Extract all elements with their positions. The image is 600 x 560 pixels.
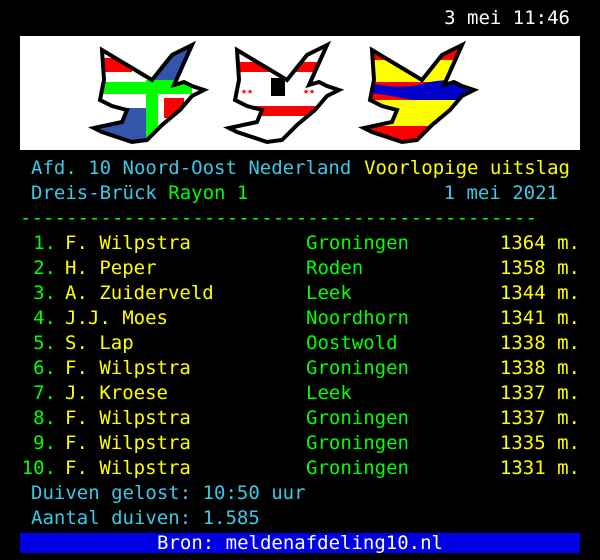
dove-friesland-flag-icon [362,43,476,144]
rank: 8. [33,407,56,429]
speed: 1364 m. [499,232,580,254]
rank: 2. [33,257,56,279]
race-location: Dreis-Brück [31,182,157,204]
speed: 1331 m. [499,457,580,479]
result-row: 7. J. Kroese Leek 1337 m. [0,381,600,406]
speed: 1338 m. [499,332,580,354]
dove-groningen-icon [92,43,206,144]
result-row: 9. F. Wilpstra Groningen 1335 m. [0,431,600,456]
dove-flags-logo-icon: ★★ ★★ [92,43,476,144]
status-label: Voorlopige uitslag [364,157,570,179]
rank: 10. [21,457,56,479]
speed: 1335 m. [499,432,580,454]
speed: 1358 m. [499,257,580,279]
place-name: Groningen [306,457,409,479]
fancier-name: F. Wilpstra [65,357,191,379]
bird-count: Aantal duiven: 1.585 [31,507,260,529]
dove-drenthe-icon: ★★ ★★ [227,43,341,144]
place-name: Groningen [306,432,409,454]
rank: 4. [33,307,56,329]
rank: 6. [33,357,56,379]
fancier-name: A. Zuiderveld [65,282,214,304]
place-name: Oostwold [306,332,398,354]
rank: 3. [33,282,56,304]
rank: 7. [33,382,56,404]
result-row: 1. F. Wilpstra Groningen 1364 m. [0,231,600,256]
result-row: 2. H. Peper Roden 1358 m. [0,256,600,281]
source-link[interactable]: Bron: meldenafdeling10.nl [157,532,443,554]
place-name: Groningen [306,357,409,379]
place-name: Leek [306,282,352,304]
svg-text:★★: ★★ [241,86,253,97]
rank: 5. [33,332,56,354]
result-row: 6. F. Wilpstra Groningen 1338 m. [0,356,600,381]
fancier-name: F. Wilpstra [65,432,191,454]
race-date: 1 mei 2021 [443,182,558,204]
place-name: Noordhorn [306,307,409,329]
place-name: Groningen [306,407,409,429]
svg-text:★★: ★★ [303,86,315,97]
rank: 1. [33,232,56,254]
race-title: Dreis-Brück Rayon 1 [31,181,248,206]
speed: 1337 m. [499,407,580,429]
dove-flags-banner: ★★ ★★ [20,36,580,150]
speed: 1337 m. [499,382,580,404]
fancier-name: S. Lap [65,332,134,354]
rayon-label: Rayon 1 [168,182,249,204]
result-row: 4. J.J. Moes Noordhorn 1341 m. [0,306,600,331]
result-row: 8. F. Wilpstra Groningen 1337 m. [0,406,600,431]
speed: 1344 m. [499,282,580,304]
fancier-name: H. Peper [65,257,157,279]
result-row: 5. S. Lap Oostwold 1338 m. [0,331,600,356]
result-row: 3. A. Zuiderveld Leek 1344 m. [0,281,600,306]
result-row: 10. F. Wilpstra Groningen 1331 m. [0,456,600,481]
fancier-name: F. Wilpstra [65,232,191,254]
place-name: Leek [306,382,352,404]
fancier-name: F. Wilpstra [65,457,191,479]
place-name: Groningen [306,232,409,254]
speed: 1338 m. [499,357,580,379]
fancier-name: J.J. Moes [65,307,168,329]
release-time: Duiven gelost: 10:50 uur [31,482,306,504]
speed: 1341 m. [499,307,580,329]
source-bar: Bron: meldenafdeling10.nl [20,533,580,553]
clock: 3 mei 11:46 [444,7,570,29]
rank: 9. [33,432,56,454]
fancier-name: F. Wilpstra [65,407,191,429]
divider: ----------------------------------------… [20,207,538,229]
fancier-name: J. Kroese [65,382,168,404]
department-title: Afd. 10 Noord-Oost Nederland [31,157,352,179]
place-name: Roden [306,257,364,279]
